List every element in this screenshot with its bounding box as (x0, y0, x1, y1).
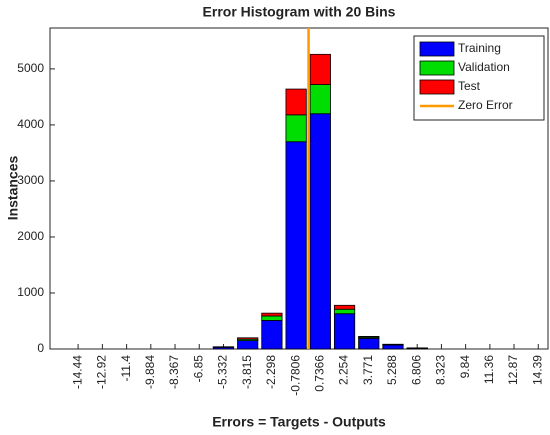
x-tick-label: -3.815 (240, 355, 254, 389)
bar-segment (285, 141, 307, 350)
x-tick-label: 2.254 (337, 355, 351, 385)
x-tick-label: 14.39 (530, 355, 544, 385)
x-tick-label: -9.884 (143, 355, 157, 389)
y-tick-label: 3000 (17, 173, 44, 187)
x-tick-label: -2.298 (264, 355, 278, 389)
bar-segment (237, 340, 259, 350)
x-tick-label: 3.771 (361, 355, 375, 385)
x-tick-label: 11.36 (482, 355, 496, 384)
x-tick-label: -11.4 (119, 355, 133, 382)
x-tick-label: -6.85 (191, 355, 205, 383)
legend-label: Validation (458, 60, 510, 74)
legend-label: Training (458, 41, 501, 55)
x-tick-label: -12.92 (95, 355, 109, 389)
bar-segment (285, 88, 307, 116)
x-tick-label: -8.367 (167, 355, 181, 389)
legend-label: Test (458, 79, 481, 93)
bar-segment (333, 304, 356, 310)
legend-label: Zero Error (458, 98, 513, 112)
bar-segment (333, 313, 356, 350)
chart-title: Error Histogram with 20 Bins (203, 4, 396, 20)
y-tick-label: 2000 (17, 229, 44, 243)
bar-segment (382, 344, 404, 350)
x-tick-label: -5.332 (216, 355, 230, 389)
y-axis-label: Instances (5, 155, 21, 220)
bar-segment (261, 312, 283, 317)
legend-swatch (419, 60, 455, 76)
y-tick-label: 0 (37, 341, 44, 355)
y-tick-label: 5000 (17, 61, 44, 75)
x-tick-label: 6.806 (409, 355, 423, 385)
x-tick-label: -0.7806 (288, 355, 302, 396)
bar-segment (309, 53, 331, 85)
legend-swatch (419, 41, 455, 57)
x-tick-label: 0.7366 (313, 355, 327, 392)
bar-segment (237, 337, 259, 340)
x-tick-label: 12.87 (506, 355, 520, 385)
y-tick-label: 4000 (17, 117, 44, 131)
bar-segment (333, 308, 356, 315)
bar-segment (261, 315, 283, 321)
x-tick-label: 8.323 (434, 355, 448, 385)
x-tick-label: 5.288 (385, 355, 399, 385)
bar-segment (309, 84, 331, 115)
legend-swatch (419, 79, 455, 95)
x-axis-label: Errors = Targets - Outputs (212, 414, 386, 430)
x-tick-label: 9.84 (458, 355, 472, 379)
bar-segment (358, 335, 380, 338)
x-tick-label: -14.44 (70, 355, 84, 389)
y-tick-label: 1000 (17, 285, 44, 299)
bar-segment (358, 337, 380, 350)
bar-segment (309, 113, 331, 350)
bar-segment (261, 320, 283, 350)
bar-segment (285, 114, 307, 143)
